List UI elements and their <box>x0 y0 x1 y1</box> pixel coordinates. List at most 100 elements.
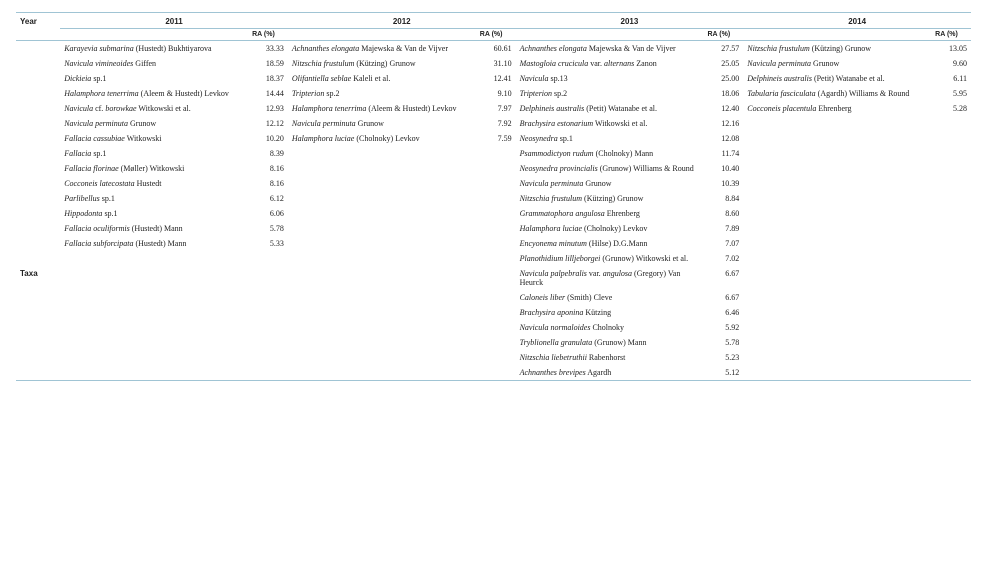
species-cell <box>743 176 931 191</box>
ra-cell: 5.92 <box>703 320 743 335</box>
ra-cell: 9.60 <box>931 56 971 71</box>
ra-cell: 8.16 <box>248 161 288 176</box>
species-cell <box>743 146 931 161</box>
ra-cell: 11.74 <box>703 146 743 161</box>
species-cell: Tripterion sp.2 <box>516 86 704 101</box>
species-cell <box>743 320 931 335</box>
species-cell: Olifantiella seblae Kaleli et al. <box>288 71 476 86</box>
ra-cell <box>931 131 971 146</box>
ra-cell: 8.60 <box>703 206 743 221</box>
ra-cell: 7.59 <box>476 131 516 146</box>
species-cell <box>288 290 476 305</box>
species-cell: Caloneis liber (Smith) Cleve <box>516 290 704 305</box>
species-cell <box>288 206 476 221</box>
ra-cell <box>931 305 971 320</box>
ra-cell: 5.33 <box>248 236 288 251</box>
species-cell: Achnanthes brevipes Agardh <box>516 365 704 381</box>
species-cell: Navicula perminuta Grunow <box>516 176 704 191</box>
species-cell <box>743 335 931 350</box>
species-cell: Encyonema minutum (Hilse) D.G.Mann <box>516 236 704 251</box>
species-cell: Tryblionella granulata (Grunow) Mann <box>516 335 704 350</box>
ra-cell: 7.92 <box>476 116 516 131</box>
species-cell <box>288 335 476 350</box>
ra-cell: 10.39 <box>703 176 743 191</box>
ra-cell: 31.10 <box>476 56 516 71</box>
species-cell: Brachysira estonarium Witkowski et al. <box>516 116 704 131</box>
species-cell: Mastogloia crucicula var. alternans Zano… <box>516 56 704 71</box>
species-cell <box>288 221 476 236</box>
ra-cell: 5.95 <box>931 86 971 101</box>
ra-cell <box>248 350 288 365</box>
ra-cell <box>931 290 971 305</box>
species-cell: Karayevia submarina (Hustedt) Bukhtiyaro… <box>60 41 248 57</box>
ra-cell: 8.84 <box>703 191 743 206</box>
ra-cell <box>931 116 971 131</box>
species-cell: Navicula cf. borowkae Witkowski et al. <box>60 101 248 116</box>
species-cell: Achnanthes elongata Majewska & Van de Vi… <box>516 41 704 57</box>
ra-cell: 12.40 <box>703 101 743 116</box>
ra-cell: 12.08 <box>703 131 743 146</box>
species-cell <box>288 350 476 365</box>
ra-cell <box>248 266 288 290</box>
ra-header: RA (%) <box>248 29 288 41</box>
ra-cell <box>476 161 516 176</box>
ra-cell: 18.59 <box>248 56 288 71</box>
ra-cell <box>931 350 971 365</box>
ra-cell: 6.67 <box>703 290 743 305</box>
year-header: Year <box>16 13 60 41</box>
ra-cell <box>931 266 971 290</box>
ra-cell <box>248 365 288 381</box>
species-cell: Neosynedra provincialis (Grunow) William… <box>516 161 704 176</box>
ra-cell: 25.05 <box>703 56 743 71</box>
species-cell <box>743 350 931 365</box>
ra-cell: 7.97 <box>476 101 516 116</box>
ra-cell: 10.20 <box>248 131 288 146</box>
species-cell <box>288 251 476 266</box>
ra-cell: 14.44 <box>248 86 288 101</box>
species-cell: Fallacia subforcipata (Hustedt) Mann <box>60 236 248 251</box>
ra-cell <box>476 191 516 206</box>
ra-cell <box>476 335 516 350</box>
ra-cell <box>248 305 288 320</box>
ra-cell <box>931 236 971 251</box>
species-cell: Fallacia florinae (Møller) Witkowski <box>60 161 248 176</box>
species-cell: Psammodictyon rudum (Cholnoky) Mann <box>516 146 704 161</box>
species-cell: Grammatophora angulosa Ehrenberg <box>516 206 704 221</box>
ra-header: RA (%) <box>703 29 743 41</box>
species-cell: Halamphora luciae (Cholnoky) Levkov <box>516 221 704 236</box>
species-cell <box>60 290 248 305</box>
species-cell: Navicula sp.13 <box>516 71 704 86</box>
species-cell <box>743 116 931 131</box>
species-cell: Cocconeis latecostata Hustedt <box>60 176 248 191</box>
species-cell <box>288 266 476 290</box>
ra-cell <box>476 221 516 236</box>
species-cell <box>743 251 931 266</box>
species-cell: Nitzschia frustulum (Kützing) Grunow <box>743 41 931 57</box>
ra-cell <box>476 305 516 320</box>
ra-header: RA (%) <box>476 29 516 41</box>
species-cell: Navicula perminuta Grunow <box>743 56 931 71</box>
ra-cell <box>931 146 971 161</box>
species-cell <box>288 176 476 191</box>
ra-cell: 12.93 <box>248 101 288 116</box>
taxa-label: Taxa <box>16 266 60 290</box>
ra-cell: 6.12 <box>248 191 288 206</box>
species-cell: Cocconeis placentula Ehrenberg <box>743 101 931 116</box>
ra-cell <box>476 290 516 305</box>
species-cell: Navicula perminuta Grunow <box>288 116 476 131</box>
species-cell <box>288 161 476 176</box>
ra-cell <box>931 161 971 176</box>
ra-cell: 27.57 <box>703 41 743 57</box>
ra-cell <box>931 335 971 350</box>
species-cell: Achnanthes elongata Majewska & Van de Vi… <box>288 41 476 57</box>
species-cell <box>743 191 931 206</box>
species-cell <box>743 305 931 320</box>
species-cell <box>288 146 476 161</box>
species-cell <box>60 320 248 335</box>
ra-cell <box>931 251 971 266</box>
species-cell <box>60 335 248 350</box>
species-cell: Nitzschia frustulum (Kützing) Grunow <box>516 191 704 206</box>
species-cell <box>743 236 931 251</box>
ra-cell: 6.11 <box>931 71 971 86</box>
ra-cell <box>248 251 288 266</box>
